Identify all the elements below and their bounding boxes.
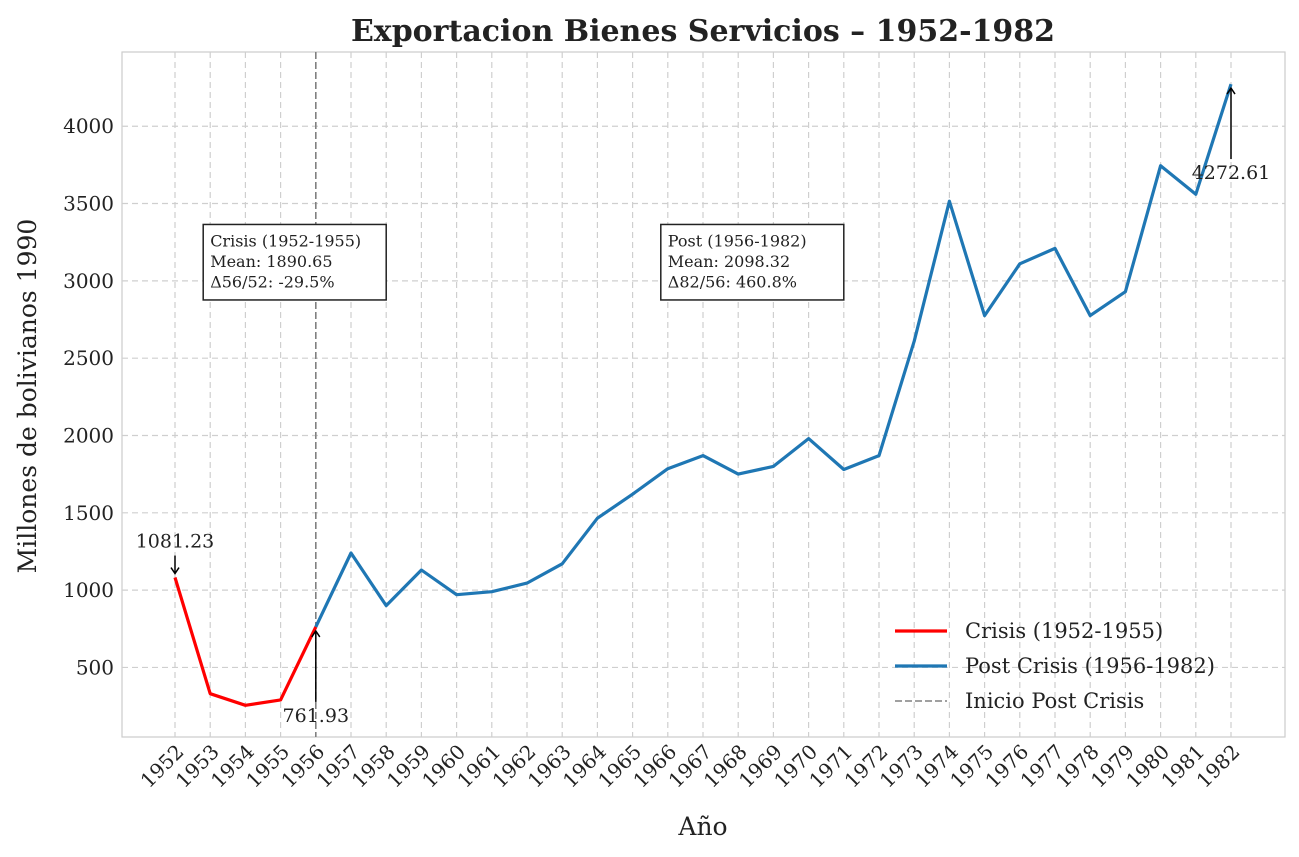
y-tick-label: 2000	[63, 423, 114, 447]
legend: Crisis (1952-1955) Post Crisis (1956-1982…	[895, 619, 1215, 713]
stat-box-line: Crisis (1952-1955)	[210, 231, 361, 250]
stat-box	[660, 223, 845, 301]
stat-box-line: Δ56/52: -29.5%	[210, 272, 334, 291]
annotation-arrowhead	[311, 629, 321, 638]
stat-box-line: Mean: 1890.65	[210, 252, 332, 271]
legend-label: Post Crisis (1956-1982)	[965, 654, 1215, 678]
stat-box-line: Δ82/56: 460.8%	[668, 272, 797, 291]
stat-box-line: Mean: 2098.32	[668, 252, 790, 271]
series-line-crisis	[173, 577, 318, 707]
value-annotations: 1081.23 761.93 4272.61	[136, 86, 1271, 727]
y-tick-label: 3000	[63, 269, 114, 293]
stat-box	[202, 223, 387, 301]
value-annotation: 1081.23	[136, 531, 215, 553]
y-tick-label: 500	[76, 655, 114, 679]
y-axis-label: Millones de bolivianos 1990	[13, 219, 42, 574]
y-tick-label: 3500	[63, 192, 114, 216]
y-tick-label: 4000	[63, 114, 114, 138]
x-axis-label: Año	[677, 812, 727, 841]
x-tick-labels: 1952195319541955195619571958195919601961…	[136, 740, 1245, 793]
legend-label: Inicio Post Crisis	[965, 689, 1144, 713]
y-tick-labels: 500 1000 1500 2000 2500 3000 3500 4000	[63, 114, 114, 679]
value-annotation: 761.93	[283, 705, 349, 727]
chart-title: Exportacion Bienes Servicios – 1952-1982	[351, 14, 1055, 49]
stat-box-line: Post (1956-1982)	[668, 231, 807, 250]
y-tick-label: 1500	[63, 501, 114, 525]
annotation-arrowhead	[170, 567, 180, 575]
series-lines	[173, 83, 1233, 707]
annotation-arrowhead	[1226, 86, 1236, 95]
y-tick-label: 2500	[63, 346, 114, 370]
value-annotation: 4272.61	[1192, 162, 1271, 184]
y-tick-label: 1000	[63, 578, 114, 602]
series-line-post-crisis	[314, 83, 1233, 628]
legend-label: Crisis (1952-1955)	[965, 619, 1163, 643]
